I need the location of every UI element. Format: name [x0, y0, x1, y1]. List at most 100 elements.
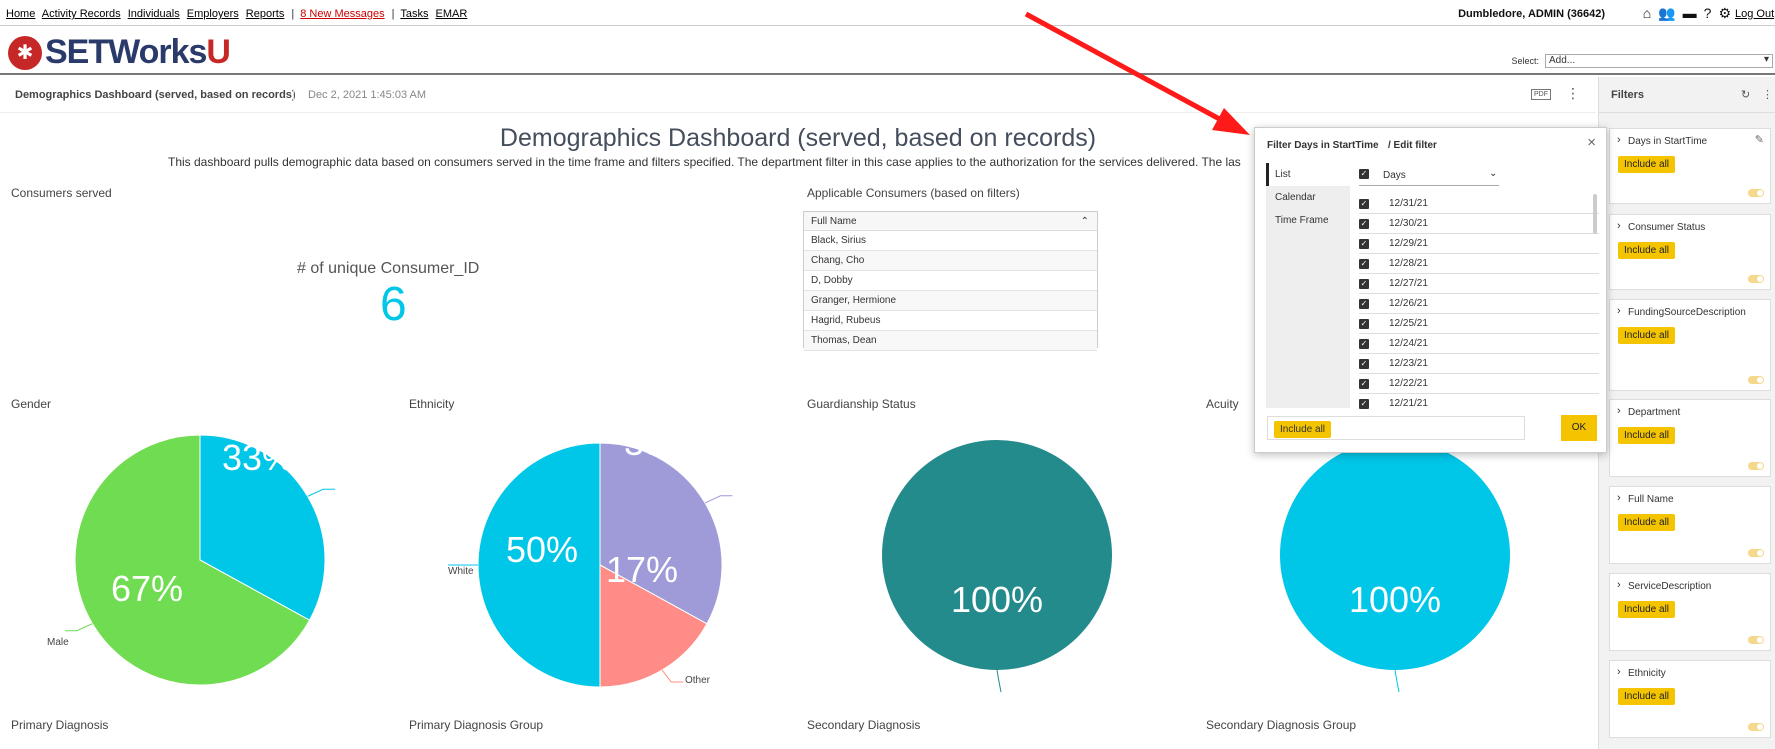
popup-title: Filter Days in StartTime: [1267, 140, 1379, 151]
nav-employers-link[interactable]: Employers: [186, 8, 239, 20]
nav-emar-link[interactable]: EMAR: [435, 8, 468, 20]
include-all-button[interactable]: Include all: [1618, 327, 1676, 344]
table-header-full-name[interactable]: Full Name: [804, 212, 1097, 231]
date-list-item[interactable]: ✓ 12/24/21: [1359, 334, 1599, 354]
date-value: 12/29/21: [1389, 238, 1428, 249]
filter-card: Days in StartTime Include all ✎: [1609, 128, 1771, 204]
include-all-button[interactable]: Include all: [1618, 514, 1676, 531]
gear-icon[interactable]: ⚙: [1718, 5, 1731, 21]
filter-card: FundingSourceDescription Include all: [1609, 299, 1771, 391]
filter-toggle[interactable]: [1748, 189, 1764, 197]
table-row[interactable]: Chang, Cho: [804, 251, 1097, 271]
date-list-item[interactable]: ✓ 12/30/21: [1359, 214, 1599, 234]
filter-name[interactable]: Full Name: [1610, 487, 1760, 506]
date-list-item[interactable]: ✓ 12/31/21: [1359, 194, 1599, 214]
date-list-item[interactable]: ✓ 12/27/21: [1359, 274, 1599, 294]
home-icon[interactable]: ⌂: [1642, 5, 1652, 21]
pencil-icon[interactable]: ✎: [1754, 134, 1764, 146]
date-value: 12/23/21: [1389, 358, 1428, 369]
filter-name[interactable]: Days in StartTime: [1610, 129, 1760, 148]
include-all-button[interactable]: Include all: [1618, 156, 1676, 173]
filter-name[interactable]: Consumer Status: [1610, 215, 1760, 234]
include-all-button[interactable]: Include all: [1618, 242, 1676, 259]
nav-reports-link[interactable]: Reports: [245, 8, 285, 20]
date-checkbox[interactable]: ✓: [1359, 259, 1369, 269]
filters-title: Filters ↻ ⋮: [1599, 77, 1775, 113]
include-all-button[interactable]: Include all: [1618, 427, 1676, 444]
help-icon[interactable]: ?: [1703, 5, 1712, 21]
pie-percent-label: 67%: [111, 568, 183, 609]
tab-list[interactable]: List: [1266, 163, 1350, 186]
date-value: 12/27/21: [1389, 278, 1428, 289]
date-checkbox[interactable]: ✓: [1359, 379, 1369, 389]
filter-toggle[interactable]: [1748, 275, 1764, 283]
date-list-item[interactable]: ✓ 12/25/21: [1359, 314, 1599, 334]
date-checkbox[interactable]: ✓: [1359, 359, 1369, 369]
acuity-pie-chart: 100%: [1280, 440, 1510, 693]
pdf-export-button[interactable]: PDF: [1531, 89, 1551, 100]
tab-calendar[interactable]: Calendar: [1275, 192, 1316, 203]
date-value: 12/28/21: [1389, 258, 1428, 269]
date-checkbox[interactable]: ✓: [1359, 199, 1369, 209]
nav-home-link[interactable]: Home: [6, 8, 36, 20]
table-row[interactable]: D, Dobby: [804, 271, 1097, 291]
date-checkbox[interactable]: ✓: [1359, 279, 1369, 289]
ok-button[interactable]: OK: [1561, 415, 1597, 441]
edit-filter-link[interactable]: / Edit filter: [1388, 140, 1437, 151]
more-options-icon[interactable]: ⋮: [1762, 89, 1773, 101]
page-title: Demographics Dashboard (served, based on…: [499, 124, 1097, 152]
setworks-logo[interactable]: ✱ SETWorksU: [8, 33, 231, 72]
filter-toggle[interactable]: [1748, 462, 1764, 470]
date-checkbox[interactable]: ✓: [1359, 319, 1369, 329]
add-select[interactable]: Add...: [1545, 54, 1773, 68]
date-checkbox[interactable]: ✓: [1359, 219, 1369, 229]
close-icon[interactable]: ×: [1587, 134, 1596, 151]
filter-toggle[interactable]: [1748, 376, 1764, 384]
briefcase-icon[interactable]: ▬: [1682, 5, 1697, 21]
date-list-item[interactable]: ✓ 12/23/21: [1359, 354, 1599, 374]
filter-toggle[interactable]: [1748, 549, 1764, 557]
filter-name[interactable]: ServiceDescription: [1610, 574, 1760, 593]
date-checkbox[interactable]: ✓: [1359, 299, 1369, 309]
include-all-button[interactable]: Include all: [1274, 421, 1332, 438]
dashboard-header: Demographics Dashboard (served, based on…: [0, 77, 1596, 113]
include-all-button[interactable]: Include all: [1618, 601, 1676, 618]
filter-name[interactable]: FundingSourceDescription: [1610, 300, 1760, 319]
include-all-button[interactable]: Include all: [1618, 688, 1676, 705]
filter-toggle[interactable]: [1748, 723, 1764, 731]
chevron-down-icon: ⌄: [1489, 168, 1498, 179]
more-options-icon[interactable]: ⋮: [1566, 85, 1580, 101]
users-icon[interactable]: 👥: [1658, 5, 1676, 21]
current-user: Dumbledore, ADMIN (36642): [1458, 8, 1605, 20]
filter-card: Full Name Include all: [1609, 486, 1771, 564]
table-row[interactable]: Thomas, Dean: [804, 331, 1097, 351]
pie-percent-label: 50%: [506, 529, 578, 570]
filter-toggle[interactable]: [1748, 636, 1764, 644]
refresh-icon[interactable]: ↻: [1741, 89, 1751, 101]
table-row[interactable]: Granger, Hermione: [804, 291, 1097, 311]
date-checkbox[interactable]: ✓: [1359, 239, 1369, 249]
days-column-dropdown[interactable]: ✓ Days ⌄: [1359, 166, 1499, 186]
dashboard-date: Dec 2, 2021 1:45:03 AM: [293, 89, 426, 101]
table-row[interactable]: Black, Sirius: [804, 231, 1097, 251]
logout-link[interactable]: Log Out: [1735, 8, 1775, 20]
date-list-item[interactable]: ✓ 12/22/21: [1359, 374, 1599, 394]
nav-individuals-link[interactable]: Individuals: [127, 8, 180, 20]
tab-time-frame[interactable]: Time Frame: [1275, 215, 1329, 226]
date-list-item[interactable]: ✓ 12/21/21: [1359, 394, 1599, 409]
nav-messages-link[interactable]: 8 New Messages: [300, 8, 385, 20]
date-checkbox[interactable]: ✓: [1359, 339, 1369, 349]
table-row[interactable]: Hagrid, Rubeus: [804, 311, 1097, 331]
date-value: 12/30/21: [1389, 218, 1428, 229]
nav-activity-records-link[interactable]: Activity Records: [41, 8, 121, 20]
nav-tasks-link[interactable]: Tasks: [400, 8, 429, 20]
scrollbar[interactable]: [1593, 194, 1597, 234]
date-checkbox[interactable]: ✓: [1359, 399, 1369, 409]
filter-name[interactable]: Department: [1610, 400, 1760, 419]
pie-percent-label: 33%: [222, 437, 294, 478]
date-list-item[interactable]: ✓ 12/29/21: [1359, 234, 1599, 254]
date-list-item[interactable]: ✓ 12/26/21: [1359, 294, 1599, 314]
filter-name[interactable]: Ethnicity: [1610, 661, 1760, 680]
select-all-checkbox[interactable]: ✓: [1359, 169, 1369, 179]
date-list-item[interactable]: ✓ 12/28/21: [1359, 254, 1599, 274]
